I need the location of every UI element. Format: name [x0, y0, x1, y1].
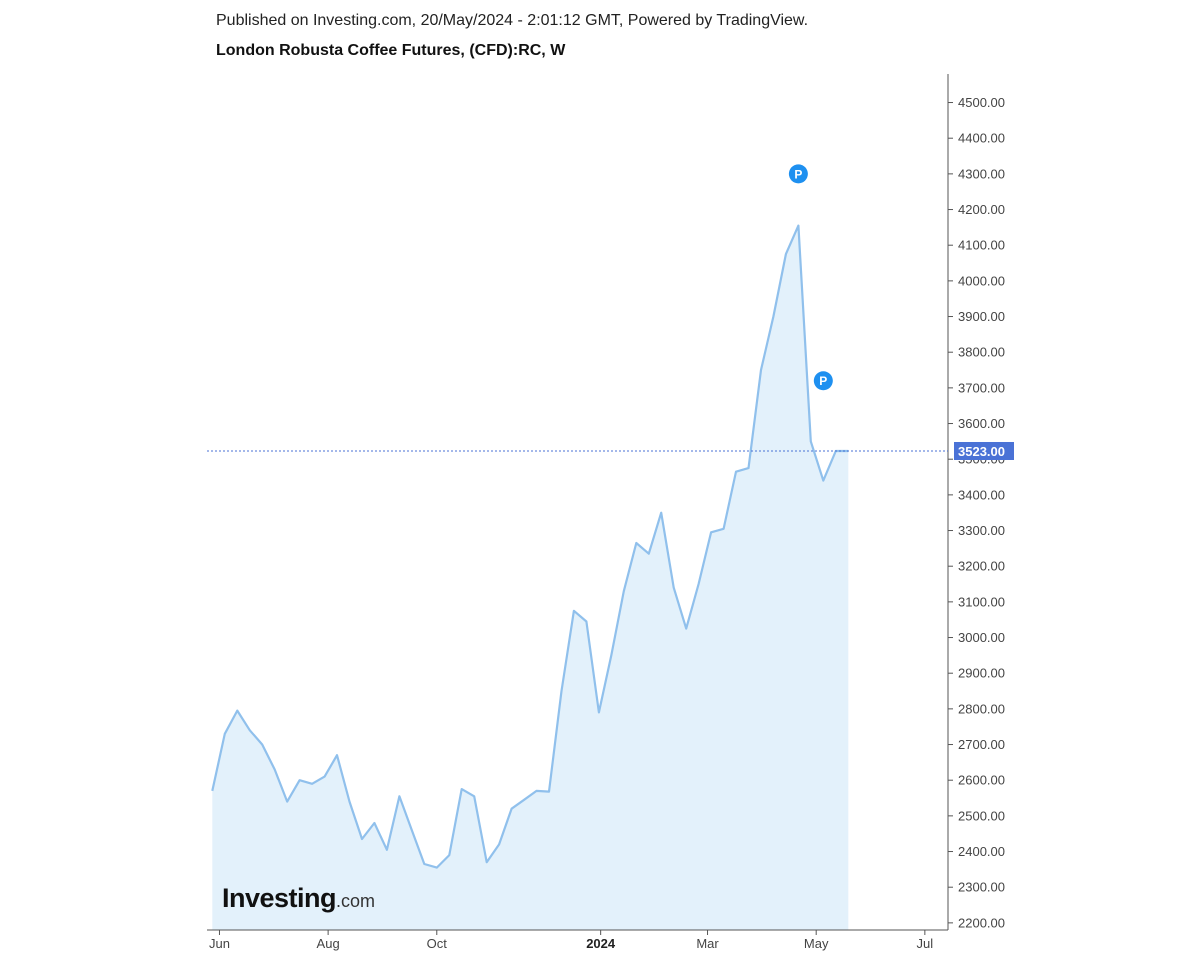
x-axis: Jun Aug Oct 2024 Mar May Jul: [207, 929, 948, 951]
investing-logo: Investing.com: [222, 883, 375, 914]
y-tick-label: 2600.00: [958, 773, 1005, 788]
x-tick-label: Jul: [917, 936, 934, 951]
y-tick-label: 3700.00: [958, 380, 1005, 395]
last-price-label: 3523.00: [958, 444, 1005, 459]
x-tick-label: Jun: [209, 936, 230, 951]
y-tick-label: 3400.00: [958, 487, 1005, 502]
y-tick-label: 2800.00: [958, 701, 1005, 716]
y-tick-label: 3600.00: [958, 416, 1005, 431]
y-tick-label: 2700.00: [958, 737, 1005, 752]
y-tick-label: 2400.00: [958, 844, 1005, 859]
annotation-marker[interactable]: P: [788, 164, 808, 184]
y-tick-label: 3300.00: [958, 523, 1005, 538]
y-tick-label: 3800.00: [958, 345, 1005, 360]
y-tick-label: 4500.00: [958, 95, 1005, 110]
annotation-label: P: [819, 374, 827, 388]
logo-suffix: .com: [336, 891, 376, 911]
annotation-label: P: [794, 167, 802, 181]
annotation-circle: [788, 164, 808, 184]
x-tick-label: Mar: [696, 936, 719, 951]
y-tick-label: 4000.00: [958, 273, 1005, 288]
chart-title: London Robusta Coffee Futures, (CFD):RC,…: [216, 42, 566, 59]
y-tick-label: 3100.00: [958, 594, 1005, 609]
y-tick-label: 4400.00: [958, 131, 1005, 146]
y-tick-label: 3200.00: [958, 559, 1005, 574]
y-tick-label: 2200.00: [958, 915, 1005, 930]
annotation-circle: [813, 371, 833, 391]
logo-brand: Investing: [222, 883, 337, 913]
last-price-badge: [954, 441, 1014, 460]
y-tick-label: 2300.00: [958, 880, 1005, 895]
series-line: [211, 224, 849, 869]
marks-layer: 3523.00 P P: [207, 164, 1014, 460]
y-axis: 2200.00 2300.00 2400.00 2500.00 2600.00 2700.…: [947, 74, 1005, 930]
y-tick-label: 3900.00: [958, 309, 1005, 324]
x-tick-label: Aug: [317, 936, 340, 951]
y-tick-label: 4300.00: [958, 166, 1005, 181]
published-note: Published on Investing.com, 20/May/2024 …: [216, 12, 809, 29]
y-tick-label: 2500.00: [958, 808, 1005, 823]
y-tick-label: 3000.00: [958, 630, 1005, 645]
y-tick-label: 2900.00: [958, 666, 1005, 681]
x-tick-label: May: [804, 936, 829, 951]
annotation-marker[interactable]: P: [813, 371, 833, 391]
y-tick-label: 4200.00: [958, 202, 1005, 217]
x-tick-label: 2024: [586, 936, 616, 951]
x-tick-label: Oct: [427, 936, 448, 951]
area-layer: [211, 224, 849, 931]
series-area: [212, 225, 849, 931]
y-tick-label: 4100.00: [958, 238, 1005, 253]
